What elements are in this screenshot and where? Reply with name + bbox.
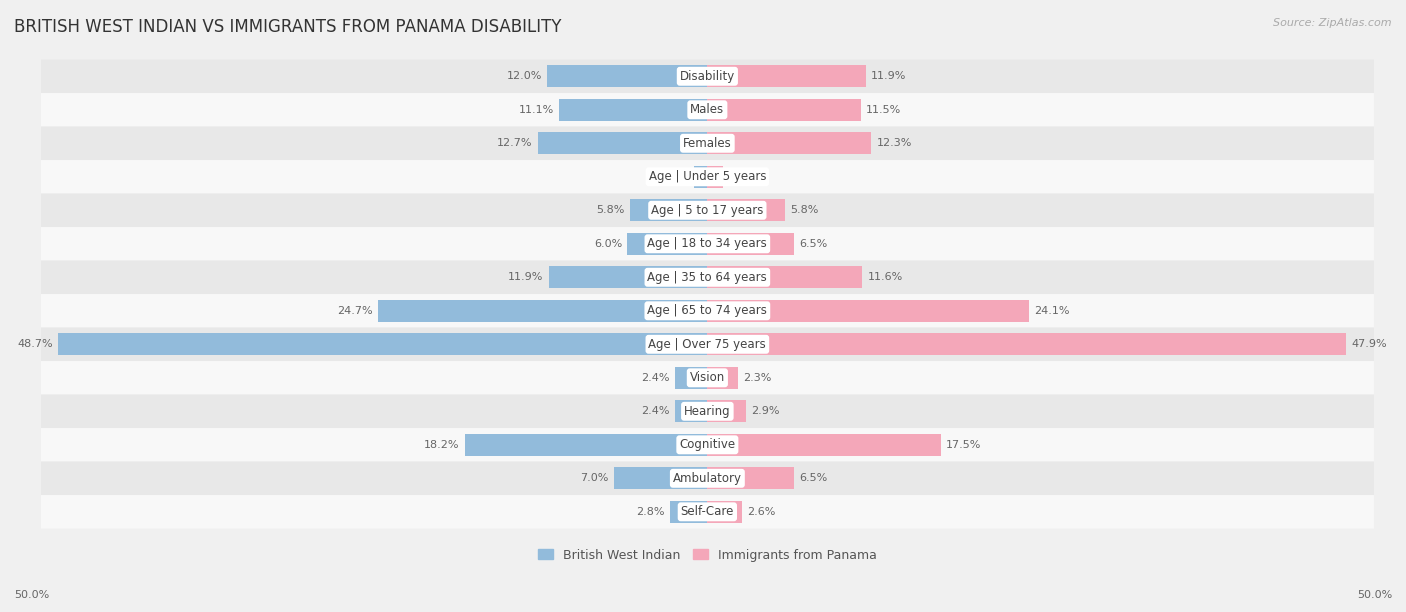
- Bar: [465, 434, 707, 456]
- Bar: [707, 434, 941, 456]
- Text: Age | Over 75 years: Age | Over 75 years: [648, 338, 766, 351]
- FancyBboxPatch shape: [41, 261, 1374, 294]
- Text: 24.7%: 24.7%: [337, 306, 373, 316]
- Text: 5.8%: 5.8%: [790, 205, 818, 215]
- Text: Ambulatory: Ambulatory: [673, 472, 742, 485]
- Bar: [707, 400, 747, 422]
- Text: Source: ZipAtlas.com: Source: ZipAtlas.com: [1274, 18, 1392, 28]
- Text: 11.9%: 11.9%: [872, 71, 907, 81]
- Text: Age | Under 5 years: Age | Under 5 years: [648, 170, 766, 183]
- Bar: [671, 501, 707, 523]
- FancyBboxPatch shape: [41, 361, 1374, 395]
- Bar: [538, 132, 707, 154]
- Text: 7.0%: 7.0%: [581, 473, 609, 483]
- Text: Age | 5 to 17 years: Age | 5 to 17 years: [651, 204, 763, 217]
- Text: 11.9%: 11.9%: [508, 272, 543, 282]
- Text: 2.4%: 2.4%: [641, 373, 671, 382]
- FancyBboxPatch shape: [41, 127, 1374, 160]
- Text: 2.3%: 2.3%: [744, 373, 772, 382]
- FancyBboxPatch shape: [41, 495, 1374, 529]
- FancyBboxPatch shape: [41, 193, 1374, 227]
- Bar: [627, 233, 707, 255]
- Bar: [378, 300, 707, 322]
- Text: 2.8%: 2.8%: [636, 507, 665, 517]
- Text: Males: Males: [690, 103, 724, 116]
- FancyBboxPatch shape: [41, 294, 1374, 327]
- FancyBboxPatch shape: [41, 160, 1374, 193]
- Bar: [675, 400, 707, 422]
- Bar: [548, 266, 707, 288]
- Text: 6.5%: 6.5%: [800, 239, 828, 249]
- Text: 11.6%: 11.6%: [868, 272, 903, 282]
- FancyBboxPatch shape: [41, 227, 1374, 261]
- Text: 6.5%: 6.5%: [800, 473, 828, 483]
- Bar: [707, 200, 785, 221]
- Text: 47.9%: 47.9%: [1351, 339, 1386, 349]
- Text: 50.0%: 50.0%: [14, 590, 49, 600]
- Text: 12.7%: 12.7%: [498, 138, 533, 148]
- Text: 11.5%: 11.5%: [866, 105, 901, 115]
- FancyBboxPatch shape: [41, 461, 1374, 495]
- FancyBboxPatch shape: [41, 428, 1374, 461]
- Text: 2.6%: 2.6%: [748, 507, 776, 517]
- Text: BRITISH WEST INDIAN VS IMMIGRANTS FROM PANAMA DISABILITY: BRITISH WEST INDIAN VS IMMIGRANTS FROM P…: [14, 18, 561, 36]
- FancyBboxPatch shape: [41, 93, 1374, 127]
- Text: 1.2%: 1.2%: [728, 172, 756, 182]
- Text: 2.4%: 2.4%: [641, 406, 671, 416]
- Text: Females: Females: [683, 136, 731, 150]
- Text: 6.0%: 6.0%: [593, 239, 621, 249]
- Text: 12.0%: 12.0%: [506, 71, 543, 81]
- Bar: [707, 501, 742, 523]
- Bar: [614, 468, 707, 489]
- Text: 48.7%: 48.7%: [17, 339, 53, 349]
- Text: Age | 65 to 74 years: Age | 65 to 74 years: [647, 304, 768, 317]
- Text: 5.8%: 5.8%: [596, 205, 624, 215]
- Text: 50.0%: 50.0%: [1357, 590, 1392, 600]
- Bar: [707, 334, 1346, 355]
- Bar: [707, 166, 723, 188]
- Text: Disability: Disability: [679, 70, 735, 83]
- Text: Cognitive: Cognitive: [679, 438, 735, 451]
- Bar: [707, 132, 872, 154]
- Legend: British West Indian, Immigrants from Panama: British West Indian, Immigrants from Pan…: [533, 543, 882, 567]
- Text: Age | 35 to 64 years: Age | 35 to 64 years: [648, 271, 768, 284]
- Bar: [707, 266, 862, 288]
- Text: Hearing: Hearing: [685, 405, 731, 418]
- FancyBboxPatch shape: [41, 59, 1374, 93]
- Bar: [707, 367, 738, 389]
- FancyBboxPatch shape: [41, 327, 1374, 361]
- Text: 0.99%: 0.99%: [654, 172, 689, 182]
- Bar: [560, 99, 707, 121]
- Text: 17.5%: 17.5%: [946, 440, 981, 450]
- Bar: [707, 468, 794, 489]
- FancyBboxPatch shape: [41, 395, 1374, 428]
- Bar: [707, 233, 794, 255]
- Text: 12.3%: 12.3%: [877, 138, 912, 148]
- Bar: [547, 65, 707, 87]
- Text: 2.9%: 2.9%: [751, 406, 780, 416]
- Bar: [707, 65, 866, 87]
- Bar: [707, 99, 860, 121]
- Bar: [707, 300, 1029, 322]
- Text: 24.1%: 24.1%: [1033, 306, 1070, 316]
- Bar: [675, 367, 707, 389]
- Text: Self-Care: Self-Care: [681, 506, 734, 518]
- Bar: [630, 200, 707, 221]
- Text: 18.2%: 18.2%: [423, 440, 460, 450]
- Bar: [58, 334, 707, 355]
- Text: 11.1%: 11.1%: [519, 105, 554, 115]
- Text: Age | 18 to 34 years: Age | 18 to 34 years: [648, 237, 768, 250]
- Text: Vision: Vision: [690, 371, 725, 384]
- Bar: [695, 166, 707, 188]
